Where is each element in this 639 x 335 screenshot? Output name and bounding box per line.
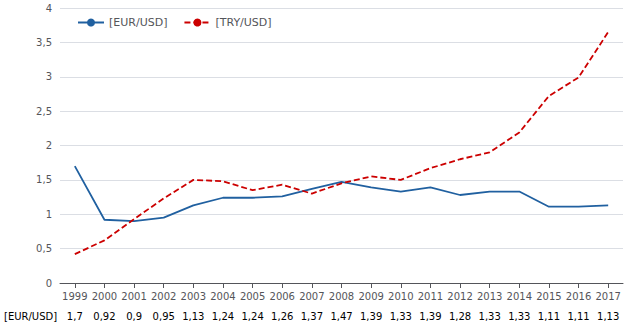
svg-text:1,37: 1,37 xyxy=(301,311,323,322)
svg-text:0: 0 xyxy=(46,278,52,289)
svg-text:2007: 2007 xyxy=(299,291,324,302)
svg-text:1,11: 1,11 xyxy=(538,311,560,322)
svg-text:1,13: 1,13 xyxy=(597,311,619,322)
svg-text:[EUR/USD]: [EUR/USD] xyxy=(109,16,167,29)
svg-text:2000: 2000 xyxy=(92,291,117,302)
svg-text:1,39: 1,39 xyxy=(360,311,382,322)
svg-text:1,24: 1,24 xyxy=(212,311,234,322)
svg-text:2002: 2002 xyxy=(151,291,176,302)
svg-text:2001: 2001 xyxy=(121,291,146,302)
svg-text:1,33: 1,33 xyxy=(479,311,501,322)
svg-text:2016: 2016 xyxy=(566,291,591,302)
svg-text:0,92: 0,92 xyxy=(93,311,115,322)
svg-text:1,7: 1,7 xyxy=(67,311,83,322)
svg-text:3: 3 xyxy=(46,71,52,82)
svg-text:1,33: 1,33 xyxy=(390,311,412,322)
svg-text:0,9: 0,9 xyxy=(126,311,142,322)
svg-text:1: 1 xyxy=(46,209,52,220)
svg-text:1,33: 1,33 xyxy=(508,311,530,322)
svg-text:2008: 2008 xyxy=(329,291,354,302)
svg-text:1,26: 1,26 xyxy=(271,311,293,322)
svg-text:1,47: 1,47 xyxy=(330,311,352,322)
svg-text:2004: 2004 xyxy=(210,291,235,302)
svg-text:2,5: 2,5 xyxy=(36,106,52,117)
svg-text:1,5: 1,5 xyxy=(36,174,52,185)
svg-text:2003: 2003 xyxy=(181,291,206,302)
svg-text:[TRY/USD]: [TRY/USD] xyxy=(215,16,271,29)
svg-text:0,5: 0,5 xyxy=(36,243,52,254)
svg-text:1999: 1999 xyxy=(62,291,87,302)
svg-text:1,13: 1,13 xyxy=(182,311,204,322)
svg-text:[EUR/USD]: [EUR/USD] xyxy=(4,311,57,322)
svg-text:1,28: 1,28 xyxy=(449,311,471,322)
svg-text:1,39: 1,39 xyxy=(419,311,441,322)
svg-text:1,11: 1,11 xyxy=(567,311,589,322)
svg-text:2: 2 xyxy=(46,140,52,151)
svg-text:1,24: 1,24 xyxy=(241,311,263,322)
svg-text:4: 4 xyxy=(46,3,52,14)
svg-text:2006: 2006 xyxy=(270,291,295,302)
svg-text:2017: 2017 xyxy=(595,291,620,302)
svg-text:0,95: 0,95 xyxy=(153,311,175,322)
svg-text:2005: 2005 xyxy=(240,291,265,302)
svg-text:3,5: 3,5 xyxy=(36,37,52,48)
svg-text:2012: 2012 xyxy=(447,291,472,302)
svg-text:2009: 2009 xyxy=(358,291,383,302)
svg-text:2015: 2015 xyxy=(536,291,561,302)
svg-text:2013: 2013 xyxy=(477,291,502,302)
svg-text:2014: 2014 xyxy=(507,291,532,302)
svg-text:2010: 2010 xyxy=(388,291,413,302)
svg-text:2011: 2011 xyxy=(418,291,443,302)
